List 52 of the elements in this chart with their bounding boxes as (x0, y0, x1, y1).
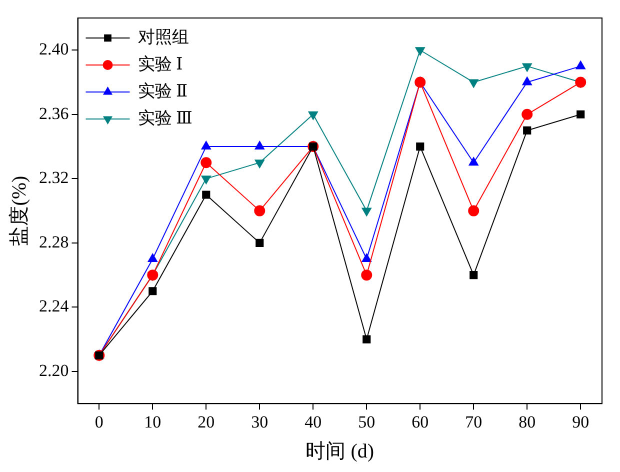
point (575, 76, 586, 88)
point (468, 79, 478, 88)
point (254, 205, 266, 216)
point (147, 270, 158, 281)
point (201, 176, 211, 184)
x-axis-title: 时间 (d) (306, 440, 374, 462)
point (256, 238, 264, 247)
x-tick-label: 20 (198, 412, 215, 432)
point (254, 160, 264, 168)
x-tick-label: 60 (412, 412, 429, 432)
y-tick-label: 2.28 (39, 232, 69, 252)
point (361, 270, 372, 281)
legend-label: 实验 Ⅲ (138, 108, 192, 128)
x-tick-label: 0 (94, 412, 104, 432)
point (522, 108, 533, 120)
point (201, 141, 211, 150)
legend-label: 对照组 (138, 27, 189, 46)
point (416, 142, 424, 151)
x-tick-label: 10 (144, 412, 162, 432)
legend-label: 实验 Ⅱ (138, 81, 188, 100)
point (202, 190, 210, 199)
y-tick-label: 2.36 (39, 104, 69, 123)
point (362, 208, 372, 216)
point (254, 141, 264, 150)
point (468, 205, 480, 216)
y-tick-label: 2.32 (39, 168, 69, 188)
point (308, 111, 318, 120)
point (362, 254, 372, 262)
point (200, 157, 212, 168)
y-tick-label: 2.24 (39, 296, 70, 316)
legend-label: 实验 Ⅰ (138, 54, 183, 74)
x-tick-label: 50 (358, 412, 376, 432)
point (576, 110, 585, 118)
x-tick-label: 40 (304, 412, 322, 432)
point (362, 335, 371, 344)
point (148, 287, 157, 296)
point (523, 126, 532, 134)
point (522, 76, 532, 86)
x-tick-label: 80 (518, 412, 536, 432)
point (414, 76, 426, 88)
y-tick-label: 2.40 (39, 40, 69, 59)
point (576, 60, 586, 70)
y-axis-title: 盐度(%) (8, 176, 30, 246)
x-tick-label: 90 (572, 412, 590, 432)
point (522, 63, 532, 72)
point (470, 271, 478, 280)
point (415, 47, 425, 56)
x-tick-label: 70 (465, 412, 482, 432)
point (468, 157, 478, 166)
x-tick-label: 30 (251, 412, 268, 432)
y-tick-label: 2.20 (39, 360, 69, 380)
point (148, 254, 158, 262)
